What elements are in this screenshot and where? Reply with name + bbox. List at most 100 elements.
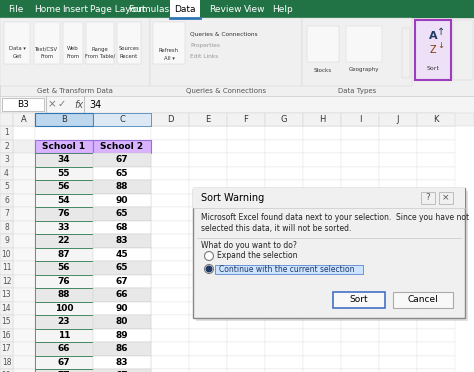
Text: What do you want to do?: What do you want to do? (201, 241, 297, 250)
Bar (13, 301, 35, 315)
Text: Edit Links: Edit Links (190, 54, 218, 58)
Bar (93, 153, 151, 167)
Bar (0, 207, 13, 221)
Bar (341, 193, 379, 207)
Text: H: H (319, 115, 325, 124)
Bar (35, 247, 93, 261)
Bar (35, 234, 93, 247)
Text: 76: 76 (58, 209, 70, 218)
Bar (4, 22, 30, 64)
Bar (93, 221, 151, 234)
Bar (341, 247, 379, 261)
Bar (417, 126, 455, 140)
Text: 65: 65 (116, 263, 128, 272)
Text: Page Layout: Page Layout (90, 4, 146, 13)
Bar (0, 247, 13, 261)
Text: 22: 22 (58, 236, 70, 245)
Bar (227, 369, 265, 372)
Bar (151, 356, 189, 369)
Bar (215, 265, 363, 274)
Bar (35, 221, 93, 234)
Bar (35, 261, 93, 275)
Text: 33: 33 (58, 223, 70, 232)
Bar (0, 18, 474, 96)
Bar (35, 275, 93, 288)
Bar (341, 288, 379, 301)
Bar (265, 247, 303, 261)
Bar (93, 234, 151, 247)
Text: Sort Warning: Sort Warning (201, 193, 264, 203)
Bar (379, 328, 417, 342)
Text: 8: 8 (4, 223, 9, 232)
Text: Refresh: Refresh (159, 48, 179, 52)
Bar (227, 301, 265, 315)
Bar (189, 328, 227, 342)
Bar (265, 369, 303, 372)
Bar (93, 315, 151, 328)
Bar (0, 167, 13, 180)
Bar (13, 342, 35, 356)
Bar (417, 301, 455, 315)
Text: 15: 15 (2, 317, 11, 326)
Bar (341, 167, 379, 180)
Bar (379, 342, 417, 356)
Bar (379, 234, 417, 247)
Bar (227, 126, 265, 140)
Bar (0, 301, 13, 315)
Bar (151, 234, 189, 247)
Text: 56: 56 (58, 182, 70, 191)
Text: 34: 34 (89, 99, 101, 109)
Text: 16: 16 (2, 331, 11, 340)
Bar (417, 207, 455, 221)
Text: 4: 4 (4, 169, 9, 178)
Bar (227, 247, 265, 261)
Bar (341, 328, 379, 342)
Bar (417, 369, 455, 372)
Bar (151, 301, 189, 315)
Bar (341, 221, 379, 234)
Bar (13, 328, 35, 342)
Text: 18: 18 (2, 358, 11, 367)
Bar (341, 207, 379, 221)
Text: Data: Data (174, 4, 195, 13)
Text: F: F (244, 115, 248, 124)
Bar (189, 261, 227, 275)
Bar (417, 140, 455, 153)
Bar (189, 234, 227, 247)
Text: A: A (21, 115, 27, 124)
Bar (189, 193, 227, 207)
Bar (35, 288, 93, 301)
Bar (265, 180, 303, 193)
Bar (379, 207, 417, 221)
Bar (193, 188, 465, 208)
Bar (35, 369, 93, 372)
Text: 7: 7 (4, 209, 9, 218)
Text: Properties: Properties (190, 44, 220, 48)
Bar (265, 167, 303, 180)
Bar (379, 288, 417, 301)
Text: 83: 83 (116, 236, 128, 245)
Bar (265, 207, 303, 221)
Bar (379, 153, 417, 167)
Bar (0, 234, 13, 247)
Bar (0, 180, 13, 193)
Bar (303, 140, 341, 153)
Bar (379, 247, 417, 261)
Bar (189, 221, 227, 234)
Bar (417, 153, 455, 167)
Bar (151, 288, 189, 301)
Bar (93, 247, 151, 261)
Bar (189, 247, 227, 261)
Bar (35, 315, 93, 328)
Text: 23: 23 (58, 317, 70, 326)
Bar (341, 301, 379, 315)
Text: Sort: Sort (427, 65, 439, 71)
Bar (93, 193, 151, 207)
Circle shape (204, 251, 213, 260)
Bar (341, 140, 379, 153)
Text: 65: 65 (116, 169, 128, 178)
Bar (0, 261, 13, 275)
Bar (265, 153, 303, 167)
Bar (35, 207, 93, 221)
Text: Data ▾: Data ▾ (9, 46, 26, 51)
